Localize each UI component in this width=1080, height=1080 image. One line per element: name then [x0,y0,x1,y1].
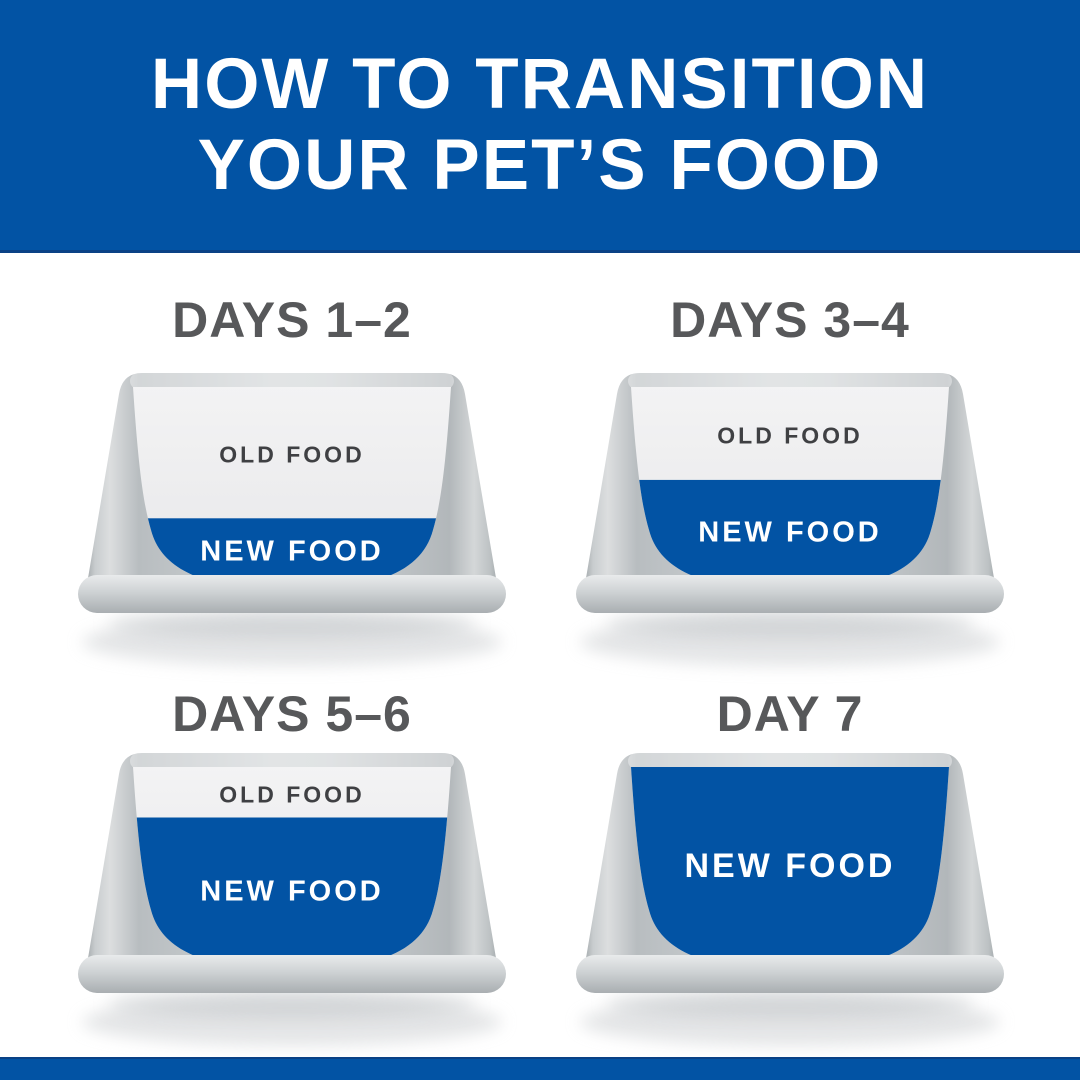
bowl-rim-highlight [628,373,952,389]
new-food-area [631,767,949,970]
bowl-base [576,575,1004,613]
header-title-line2: YOUR PET’S FOOD [197,126,883,205]
new-food-label: NEW FOOD [200,875,384,907]
bowl-days-3-4: OLD FOOD NEW FOOD [576,373,1004,666]
old-food-label: OLD FOOD [717,422,862,448]
bowl-days-1-2: OLD FOOD NEW FOOD [78,373,506,666]
bowl-shadow-inner [107,610,477,638]
bowl-inner-area [133,387,451,590]
bowl-inner-area [631,387,949,590]
period-label-days-1-2: DAYS 1–2 [172,292,412,348]
new-food-area [631,479,949,590]
old-food-label: OLD FOOD [219,442,364,468]
new-food-area [133,817,451,970]
new-food-label: NEW FOOD [685,847,896,885]
bowl-base [78,575,506,613]
bowl-shadow-inner [605,990,975,1018]
header-banner: HOW TO TRANSITION YOUR PET’S FOOD [0,0,1080,253]
bowl-rim-highlight [130,753,454,769]
bowl-rim-highlight [628,753,952,769]
new-food-label: NEW FOOD [698,516,882,548]
bowl-shadow-inner [605,610,975,638]
bowl-inner-area [631,767,949,970]
old-food-label: OLD FOOD [219,781,364,807]
period-label-days-5-6: DAYS 5–6 [172,686,412,742]
bowl-day-7: NEW FOOD [576,753,1004,1046]
bowl-inner-area [133,767,451,970]
bowl-shadow-inner [107,990,477,1018]
bowl-rim-highlight [130,373,454,389]
header-title-line1: HOW TO TRANSITION [150,45,930,124]
new-food-label: NEW FOOD [200,536,384,568]
footer-bar [0,1057,1080,1080]
period-label-day-7: DAY 7 [716,686,864,742]
bowl-base [576,955,1004,993]
bowl-base [78,955,506,993]
bowl-days-5-6: OLD FOOD NEW FOOD [78,753,506,1046]
period-label-days-3-4: DAYS 3–4 [670,292,910,348]
